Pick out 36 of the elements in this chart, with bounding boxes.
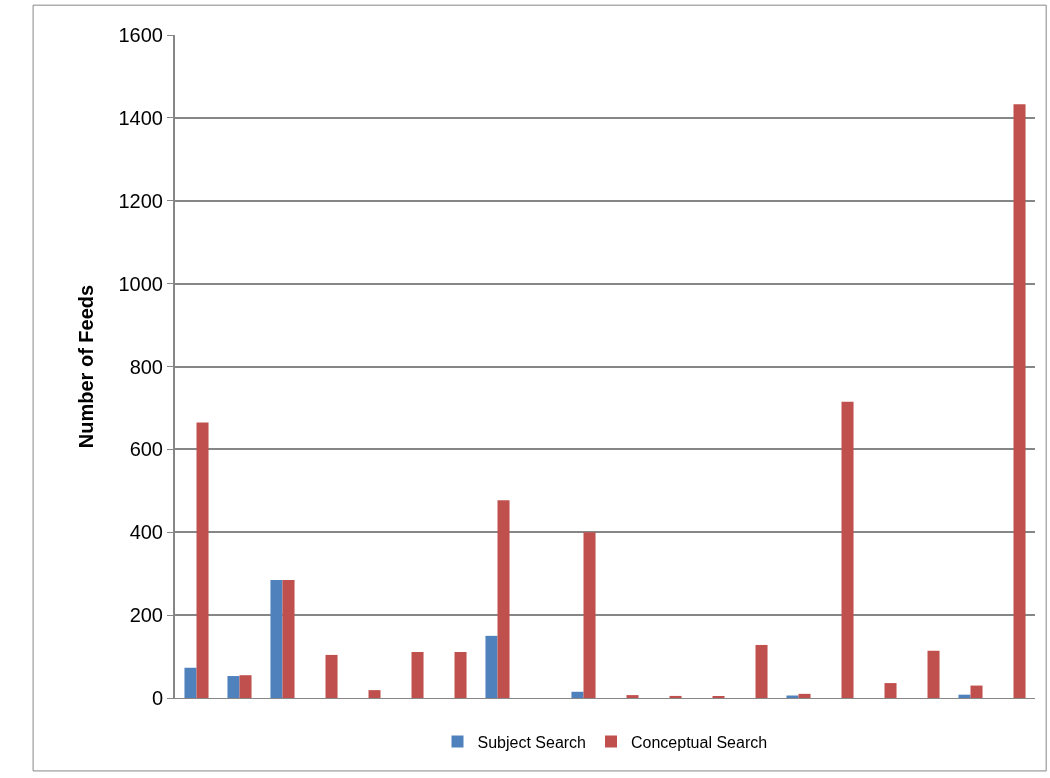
- bar: [270, 579, 283, 698]
- y-tick-label: 1400: [118, 106, 163, 129]
- y-axis-title: Number of Feeds: [74, 284, 97, 449]
- y-tick-label: 200: [129, 604, 163, 627]
- y-tick-label: 600: [129, 438, 163, 461]
- bar: [927, 650, 940, 698]
- bar: [958, 694, 971, 698]
- bar: [798, 693, 811, 698]
- bar: [454, 652, 467, 698]
- bar: [282, 579, 295, 698]
- bar: [970, 685, 983, 698]
- bar: [755, 644, 768, 698]
- bar: [1013, 104, 1026, 698]
- bar: [571, 691, 584, 698]
- y-tick-label: 0: [151, 687, 163, 709]
- bar: [325, 654, 338, 698]
- bar: [497, 500, 510, 698]
- bar: [669, 695, 682, 698]
- bar: [485, 635, 498, 698]
- bar: [884, 683, 897, 698]
- y-tick-label: 1200: [118, 189, 163, 212]
- legend-label: Conceptual Search: [631, 733, 768, 751]
- bar: [368, 690, 381, 698]
- legend-label: Subject Search: [477, 733, 587, 751]
- y-tick-label: 800: [129, 355, 163, 378]
- bar: [411, 652, 424, 698]
- bar: [227, 676, 240, 698]
- bar: [626, 695, 639, 698]
- y-tick-label: 1600: [118, 24, 163, 46]
- bar: [583, 532, 596, 698]
- y-tick-label: 400: [129, 521, 163, 544]
- bar: [239, 675, 252, 698]
- y-tick-label: 1000: [118, 272, 163, 295]
- bar: [196, 422, 209, 698]
- bar: [184, 667, 197, 698]
- bar: [841, 401, 854, 698]
